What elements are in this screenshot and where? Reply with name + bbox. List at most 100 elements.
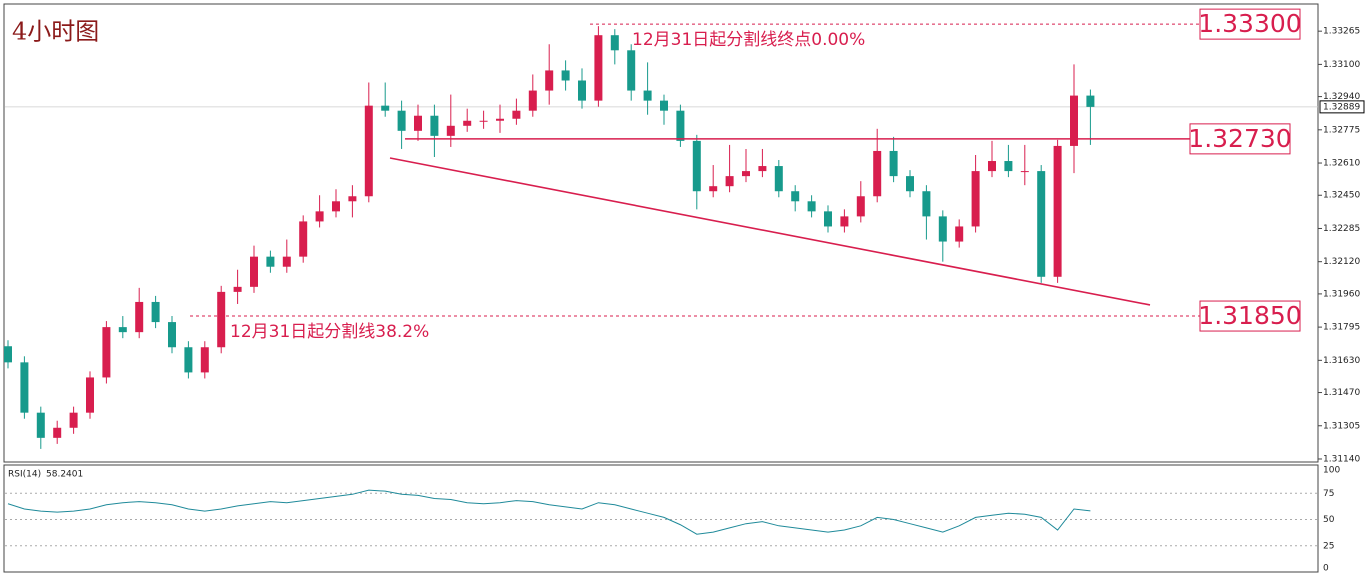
candle-body (840, 216, 849, 227)
candle-body (299, 221, 308, 257)
annotation: 12月31日起分割线38.2% (230, 322, 429, 342)
rsi-value: 58.2401 (46, 470, 83, 480)
level-label: 1.32730 (1188, 124, 1291, 153)
candle-body (545, 70, 554, 91)
candle-body (69, 412, 78, 428)
candle-body (250, 256, 258, 287)
y-tick-label: 1.32775 (1323, 125, 1360, 135)
candle-body (315, 211, 324, 222)
candle-body (53, 427, 62, 438)
rsi-tick-label: 0 (1323, 564, 1329, 574)
candle-body (938, 216, 947, 242)
candle-body (791, 191, 800, 202)
candle-body (774, 166, 783, 192)
y-tick-label: 1.31795 (1323, 323, 1360, 333)
candle-body (660, 100, 668, 111)
candle-body (479, 120, 488, 122)
annotation: 12月31日起分割线终点0.00% (632, 30, 865, 50)
candle-body (496, 118, 504, 121)
candle-body (36, 412, 45, 438)
candle-body (742, 171, 750, 177)
price-frame (3, 3, 1319, 463)
candle-body (397, 110, 406, 131)
chart-title: 4小时图 (12, 18, 99, 46)
candle-body (676, 110, 685, 141)
rsi-tick-label: 100 (1323, 466, 1340, 476)
candle-body (4, 346, 12, 363)
level-box (1189, 123, 1291, 155)
candle-body (725, 176, 734, 187)
y-tick-label: 1.32610 (1323, 159, 1360, 169)
candle-body (807, 201, 816, 212)
candle-body (348, 196, 357, 202)
candle-body (282, 256, 291, 267)
candle-body (1037, 171, 1046, 277)
y-tick-label: 1.31140 (1323, 454, 1360, 464)
y-tick-label: 1.31470 (1323, 388, 1360, 398)
candle-body (824, 211, 832, 227)
candle-body (463, 120, 472, 126)
candle-body (528, 90, 537, 111)
candle-body (889, 150, 898, 177)
candle-body (168, 322, 176, 348)
y-tick-label: 1.33100 (1323, 60, 1360, 70)
level-label: 1.31850 (1198, 301, 1301, 330)
rsi-name: RSI(14) (8, 470, 41, 480)
y-tick-label: 1.32450 (1323, 191, 1360, 201)
candle-body (446, 125, 455, 136)
level-label: 1.33300 (1198, 9, 1301, 38)
candle-body (610, 35, 619, 51)
y-tick-label: 1.33265 (1323, 27, 1360, 37)
candle-body (20, 362, 29, 413)
rsi-tick-label: 50 (1323, 515, 1335, 525)
y-tick-label: 1.31960 (1323, 289, 1360, 299)
candle-body (102, 327, 111, 378)
candle-body (627, 50, 636, 91)
candle-body (86, 377, 94, 413)
y-tick-label: 1.31630 (1323, 356, 1360, 366)
candle-body (692, 140, 701, 192)
candle-body (266, 256, 275, 267)
candle-body (512, 110, 521, 119)
candle-body (118, 327, 127, 333)
candle-body (955, 226, 964, 242)
candle-body (922, 191, 931, 217)
y-tick-label: 1.32940 (1323, 92, 1360, 102)
rsi-frame (3, 464, 1319, 573)
trendline (389, 157, 1151, 306)
level-box (1199, 8, 1301, 40)
candle-body (643, 90, 652, 101)
candle-body (381, 105, 390, 111)
candle-body (364, 105, 373, 197)
candle-body (430, 115, 439, 136)
candle-body (594, 35, 603, 101)
rsi-tick-label: 75 (1323, 489, 1334, 499)
candle-body (1053, 145, 1062, 277)
candle-body (856, 196, 865, 217)
rsi-line (7, 489, 1091, 535)
candle-body (332, 201, 340, 212)
candle-body (1004, 161, 1013, 172)
candle-body (971, 171, 980, 227)
candle-body (135, 301, 144, 333)
y-tick-label: 1.32285 (1323, 224, 1360, 234)
candle-body (758, 166, 767, 172)
candle-body (414, 115, 422, 131)
candle-body (1070, 95, 1078, 146)
candle-body (906, 176, 914, 192)
candle-body (873, 150, 882, 197)
candle-body (151, 301, 160, 323)
candle-body (709, 186, 718, 192)
level-box (1199, 300, 1301, 332)
candle-body (217, 291, 226, 348)
candle-body (1020, 171, 1029, 173)
candle-body (1086, 95, 1095, 107)
candle-body (561, 70, 570, 81)
y-tick-label: 1.32120 (1323, 257, 1360, 267)
candle-body (200, 347, 209, 373)
y-tick-label: 1.31305 (1323, 421, 1360, 431)
rsi-tick-label: 25 (1323, 541, 1334, 551)
candle-body (233, 286, 242, 292)
candle-body (184, 347, 193, 373)
